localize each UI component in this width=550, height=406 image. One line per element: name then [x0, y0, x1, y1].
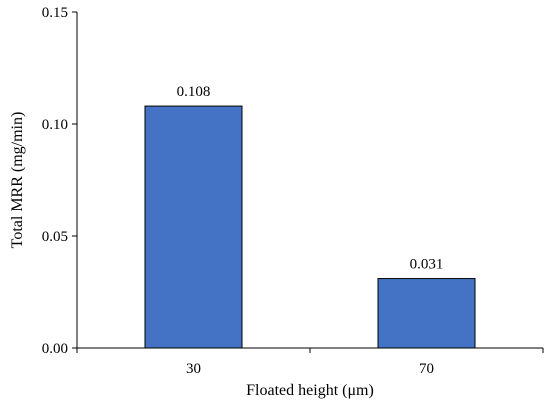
y-tick-label: 0.10	[42, 117, 68, 133]
y-tick-label: 0.05	[42, 229, 68, 245]
data-label: 0.108	[177, 84, 211, 100]
y-tick-label: 0.15	[42, 5, 68, 21]
plot-area: 0.00 0.05 0.10 0.15 0.108 30 0.031 70	[42, 5, 544, 377]
x-tick-label: 30	[186, 361, 201, 377]
bar	[377, 278, 476, 349]
y-axis-title: Total MRR (mg/min)	[9, 112, 26, 249]
y-tick-label: 0.00	[42, 341, 68, 357]
x-axis-title: Floated height (μm)	[246, 382, 374, 399]
bar	[144, 105, 243, 349]
data-label: 0.031	[410, 257, 444, 273]
x-tick-label: 70	[419, 361, 434, 377]
